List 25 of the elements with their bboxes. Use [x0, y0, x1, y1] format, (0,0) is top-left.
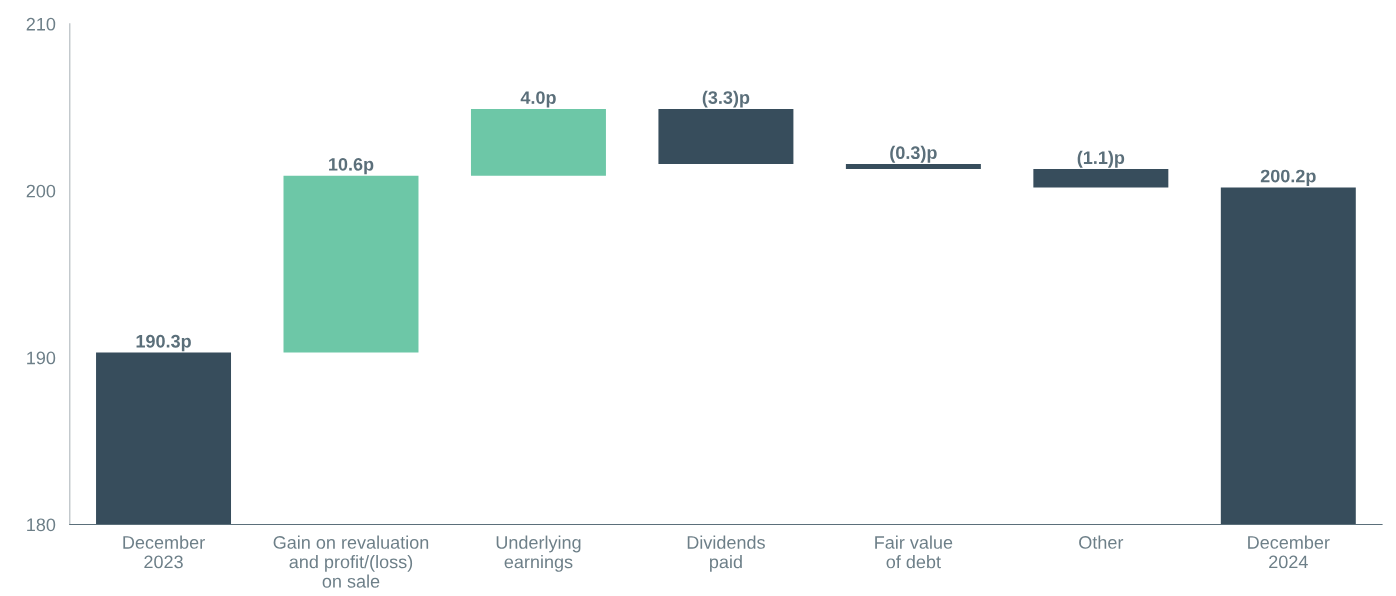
- bar: [470, 108, 606, 176]
- data-label: (3.3)p: [702, 90, 750, 108]
- y-tick-label: 190: [27, 351, 56, 365]
- x-tick-label: Other: [1079, 535, 1124, 549]
- x-tick-label: Dividends paid: [687, 535, 765, 572]
- data-label: 10.6p: [329, 157, 374, 175]
- x-tick-label: Underlying earnings: [496, 535, 581, 572]
- bar: [283, 175, 419, 353]
- bar: [658, 108, 794, 165]
- bar: [845, 164, 981, 170]
- y-tick-label: 180: [27, 518, 56, 532]
- y-tick-label: 200: [26, 184, 56, 198]
- y-tick-label: 210: [26, 17, 56, 31]
- data-label: 190.3p: [136, 334, 191, 352]
- x-tick-label: Fair value of debt: [875, 535, 953, 569]
- x-tick-label: December 2023: [123, 535, 205, 569]
- x-tick-label: Gain on revaluation and profit/(loss) on sale: [273, 535, 429, 588]
- data-label: 200.2p: [1260, 169, 1316, 186]
- bar: [1220, 187, 1356, 525]
- x-tick-label: December 2024: [1248, 535, 1330, 569]
- data-label: (1.1)p: [1077, 150, 1125, 168]
- bar: [96, 352, 232, 525]
- data-label: (0.3)p: [890, 145, 937, 163]
- data-label: 4.0p: [520, 91, 556, 108]
- bar: [1033, 169, 1169, 188]
